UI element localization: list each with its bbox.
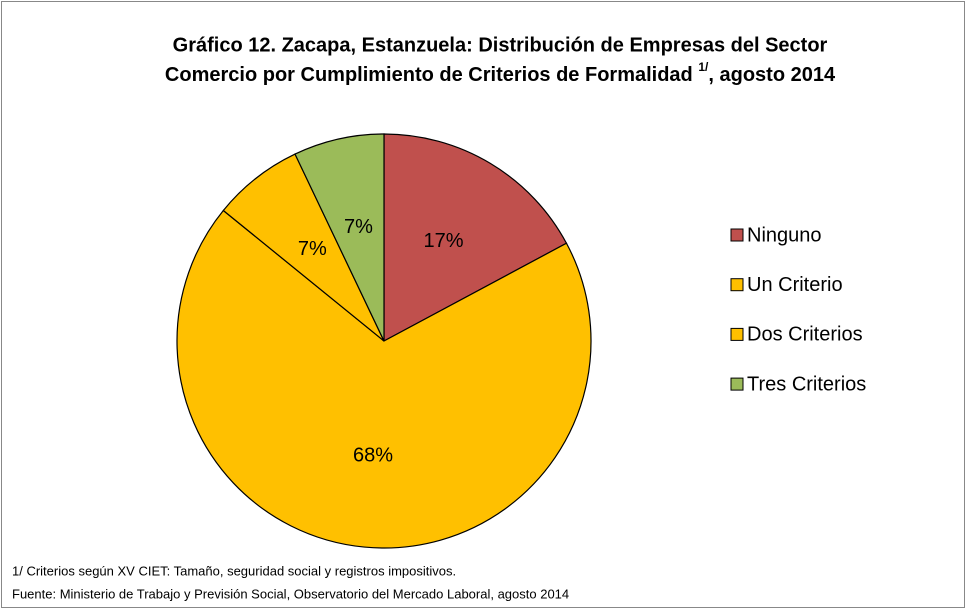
legend-swatch [730,278,744,292]
legend-swatch [730,377,744,391]
legend-label: Dos Criterios [747,324,863,346]
data-label: 17% [424,230,464,252]
legend-label: Un Criterio [747,274,843,296]
legend-swatch [730,228,744,242]
pie-slice [383,133,568,343]
chart-title: Gráfico 12. Zacapa, Estanzuela: Distribu… [173,34,828,56]
pie-slice [176,209,592,549]
chart-title: Comercio por Cumplimiento de Criterios d… [165,64,693,86]
pie-slice [294,133,385,342]
chart-title: , agosto 2014 [708,64,836,86]
chart-title: Comercio por Cumplimiento de Criterios d… [165,60,836,86]
title-note: 1/ [698,60,709,74]
source: Fuente: Ministerio de Trabajo y Previsió… [12,586,569,601]
data-label: 7% [344,216,373,238]
data-label: 68% [353,445,393,467]
legend-label: Tres Criterios [747,373,866,395]
legend-label: Ninguno [747,224,822,246]
legend-swatch [730,327,744,341]
footnote: 1/ Criterios según XV CIET: Tamaño, segu… [12,563,456,578]
data-label: 7% [298,238,327,260]
